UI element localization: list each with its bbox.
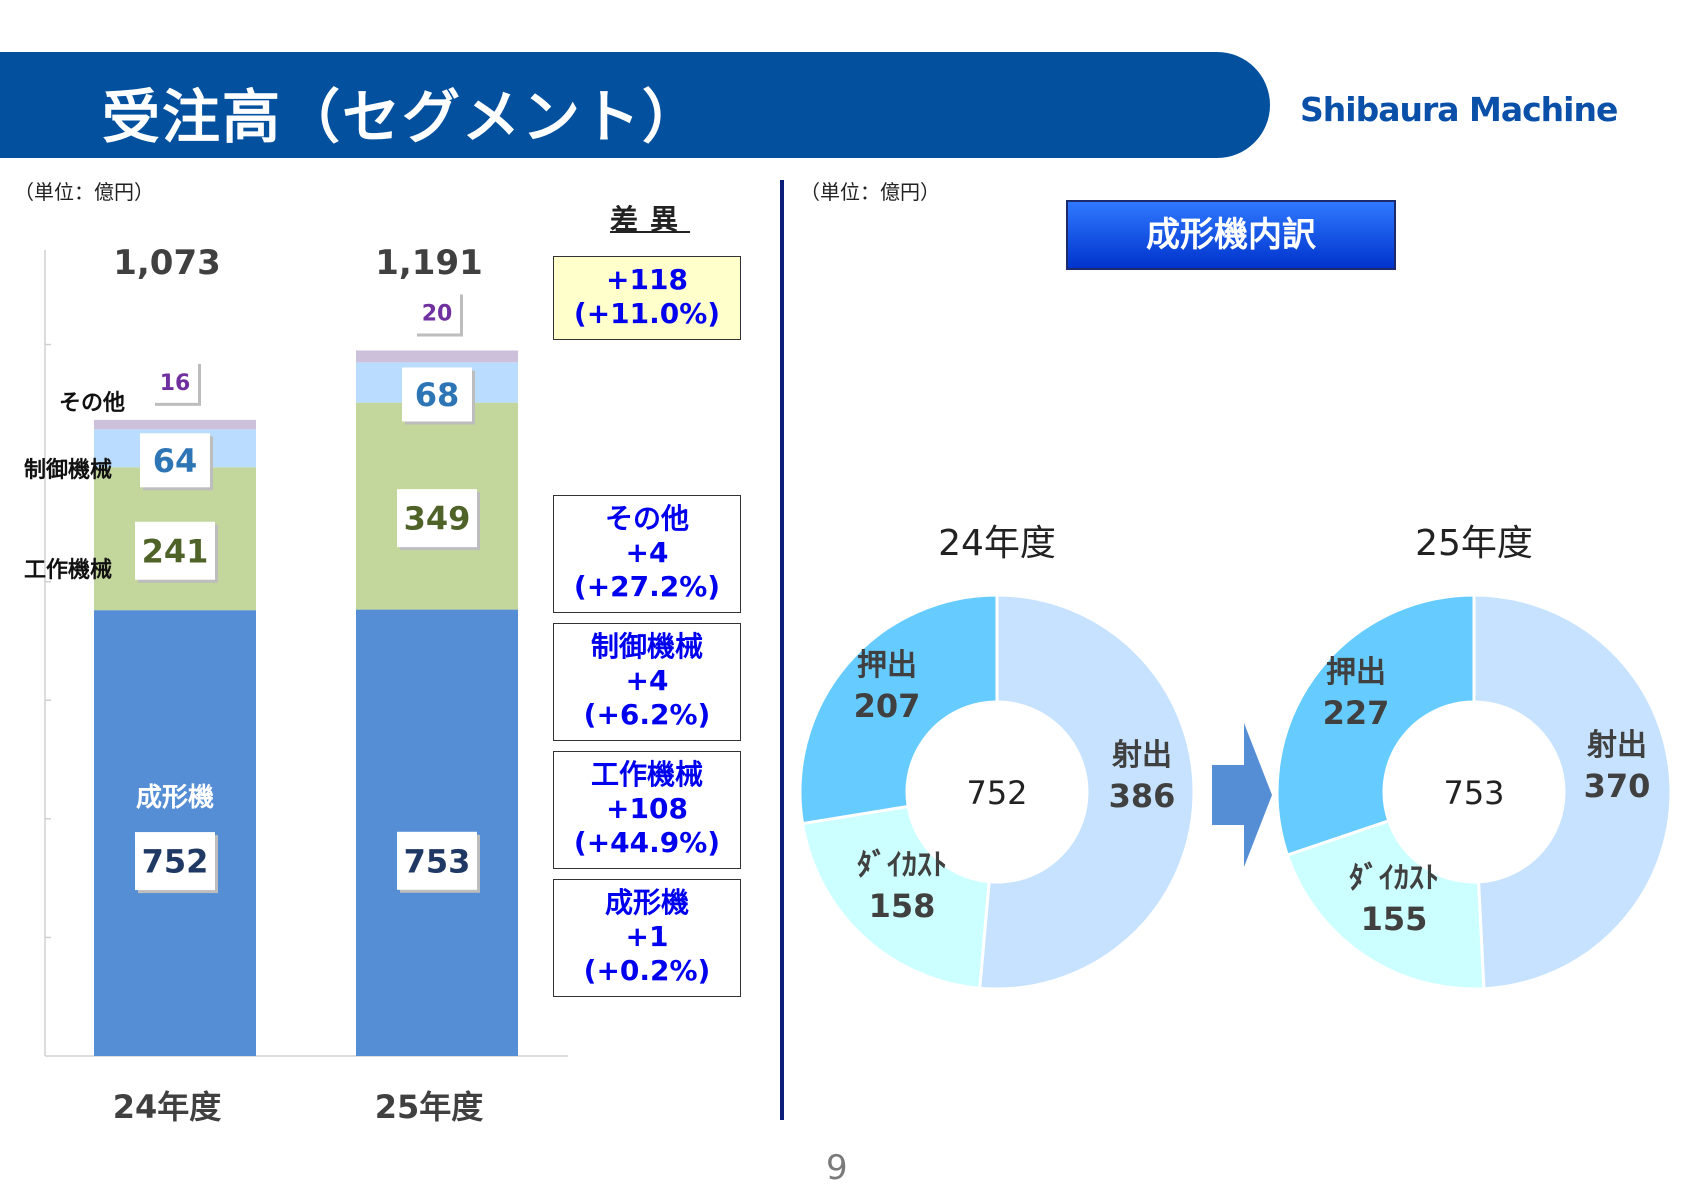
donut-center-label: 753 (1443, 774, 1504, 812)
data-label-box (414, 291, 460, 334)
x-tick-label: 25年度 (375, 1088, 484, 1126)
data-label: 241 (142, 532, 209, 570)
slice-value-label: 158 (869, 887, 936, 925)
donut-title: 25年度 (1415, 523, 1533, 564)
diff-control-pct: (+6.2%) (583, 698, 711, 731)
unit-label-left: （単位：億円） (14, 180, 154, 204)
donut-slice (1275, 593, 1476, 857)
diff-machinetool-box: 工作機械 +108 (+44.9%) (553, 751, 741, 869)
data-label: 20 (422, 301, 453, 326)
section-divider (780, 180, 784, 1120)
diff-molding-label: 成形機 (604, 886, 689, 919)
slice-value-label: 386 (1109, 777, 1176, 815)
company-logo: Shibaura Machine (1300, 90, 1618, 129)
data-label: 64 (153, 442, 198, 480)
donut-slice (1285, 818, 1486, 991)
slice-name-label: 押出 (857, 648, 917, 683)
diff-total-pct: (+11.0%) (573, 297, 721, 330)
arrow-icon (1212, 723, 1272, 867)
page-number: 9 (826, 1148, 848, 1188)
bar-segment (356, 350, 518, 363)
data-label: 349 (404, 500, 471, 538)
x-tick-label: 24年度 (113, 1088, 222, 1126)
breakdown-title: 成形機内訳 (1066, 200, 1396, 270)
diff-other-value: +4 (625, 536, 669, 569)
total-label: 1,191 (375, 243, 483, 283)
diff-control-label: 制御機械 (590, 630, 703, 663)
title-band (0, 52, 1270, 158)
diff-machinetool-pct: (+44.9%) (573, 826, 721, 859)
data-label: 16 (160, 371, 191, 396)
data-label-box (140, 433, 210, 488)
data-label-box (402, 367, 472, 422)
slice-name-label: ﾀﾞｲｶｽﾄ (857, 848, 947, 883)
page-title: 受注高（セグメント） (102, 83, 703, 151)
donut-title: 24年度 (938, 523, 1056, 564)
slice-value-label: 227 (1323, 694, 1390, 732)
unit-label-right: （単位：億円） (800, 180, 940, 204)
slice-value-label: 370 (1584, 767, 1651, 805)
data-label-box (152, 360, 198, 403)
data-label: 752 (142, 843, 209, 881)
diff-control-box: 制御機械 +4 (+6.2%) (553, 623, 741, 741)
diff-total-box: +118 (+11.0%) (553, 256, 741, 340)
donut-slice (800, 804, 991, 990)
diff-molding-pct: (+0.2%) (583, 954, 711, 987)
slice-name-label: 射出 (1587, 728, 1647, 763)
donut-center-label: 752 (966, 774, 1027, 812)
series-label-machine-tool: 工作機械 (24, 558, 112, 583)
data-label-box (135, 832, 215, 891)
bar-chart: 752 241 64 16 1,073 24年度 753 349 68 20 1,191 25年度 工作… (24, 243, 568, 1126)
diff-machinetool-value: +108 (606, 792, 688, 825)
slice-value-label: 155 (1361, 900, 1428, 938)
series-label-other: その他 (59, 391, 125, 416)
diff-other-pct: (+27.2%) (573, 570, 721, 603)
bar-segment (94, 419, 256, 430)
series-label-control: 制御機械 (24, 457, 112, 483)
slice-name-label: ﾀﾞｲｶｽﾄ (1349, 861, 1439, 896)
donut-slice (798, 593, 999, 826)
slice-name-label: 押出 (1326, 655, 1386, 690)
data-label-box (397, 831, 477, 890)
diff-molding-box: 成形機 +1 (+0.2%) (553, 879, 741, 997)
donut-slice (1472, 593, 1673, 991)
diff-molding-value: +1 (625, 920, 669, 953)
diff-other-label: その他 (604, 502, 689, 535)
total-label: 1,073 (113, 243, 221, 283)
data-label-box (135, 521, 215, 580)
slice-value-label: 207 (854, 687, 921, 725)
data-label-box (397, 489, 477, 548)
diff-heading: 差異 (610, 203, 691, 236)
data-label: 68 (415, 376, 460, 414)
diff-total-value: +118 (606, 263, 688, 296)
diff-other-box: その他 +4 (+27.2%) (553, 495, 741, 613)
data-label: 753 (404, 842, 471, 880)
series-label-molding: 成形機 (136, 783, 214, 813)
diff-control-value: +4 (625, 664, 669, 697)
slice-name-label: 射出 (1112, 738, 1172, 773)
diff-machinetool-label: 工作機械 (590, 758, 703, 791)
donut-slice (978, 593, 1196, 991)
